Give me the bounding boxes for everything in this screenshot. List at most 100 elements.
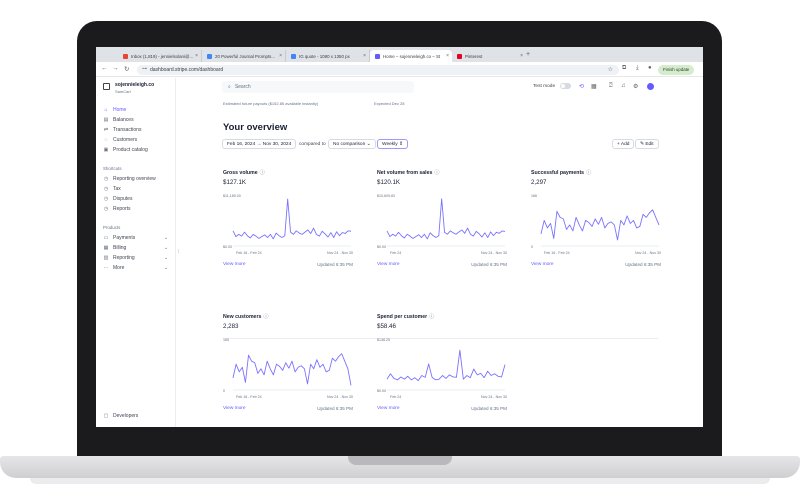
browser-tab-gmail[interactable]: Inbox (1,819) - jennielsolani@... × <box>118 50 202 62</box>
notifications-icon[interactable]: ♫ <box>621 83 626 89</box>
interval-select[interactable]: Weekly ⇕ <box>377 139 408 149</box>
back-icon[interactable]: ← <box>101 65 108 72</box>
info-icon: ⓘ <box>429 314 435 320</box>
comparison-select[interactable]: No comparison ⌄ <box>328 139 376 149</box>
apps-grid-icon[interactable]: ▦ <box>591 84 597 90</box>
card-y-min: 0 <box>531 245 533 249</box>
view-more-link[interactable]: View more <box>531 262 554 267</box>
new-tab-button[interactable]: + <box>526 51 531 58</box>
reload-icon[interactable]: ↻ <box>124 66 130 73</box>
edit-button[interactable]: ✎ Edit <box>635 139 659 149</box>
add-button[interactable]: + Add <box>612 139 635 149</box>
sidebar-item-label: Reports <box>113 206 131 212</box>
browser-tab-bar: Inbox (1,819) - jennielsolani@... × 20 Po… <box>96 47 703 62</box>
sidebar-item-home[interactable]: ⌂ Home <box>103 107 126 113</box>
card-title: New customers ⓘ <box>223 314 269 320</box>
sidebar-item-balances[interactable]: ▤ Balances <box>103 117 134 123</box>
view-more-link[interactable]: View more <box>223 262 246 267</box>
close-icon[interactable]: × <box>279 53 282 59</box>
card-x-start: Feb 16 - Feb 24 <box>236 251 262 255</box>
card-x-start: Feb 24 <box>390 251 402 255</box>
sidebar: sojennieleigh.co SamCart ⌂ Home ▤ Balances… <box>96 78 176 427</box>
address-bar[interactable]: ⊶ dashboard.stripe.com/dashboard ☆ <box>137 64 619 75</box>
sidebar-item-developers[interactable]: ▢ Developers <box>103 413 139 419</box>
test-mode-label: Test mode <box>533 84 556 89</box>
sidebar-item-reports[interactable]: ◷ Reports <box>103 206 131 212</box>
card-x-end: Nov 24 - Nov 30 <box>481 251 507 255</box>
card-y-min: $0.00 <box>377 389 386 393</box>
account-switcher[interactable]: sojennieleigh.co SamCart <box>103 82 154 94</box>
close-icon[interactable]: × <box>446 53 449 59</box>
more-icon: ··· <box>103 265 109 271</box>
sidebar-item-label: More <box>113 265 125 271</box>
developers-icon: ▢ <box>103 413 109 419</box>
metric-card-gross-volume: Gross volume ⓘ $127.1K $11,189.00 $0.00 F… <box>223 169 353 279</box>
compared-to-label: compared to <box>299 142 326 147</box>
sidebar-item-more[interactable]: ··· More <box>103 265 125 271</box>
card-y-max: $11,189.00 <box>223 194 241 198</box>
card-y-max: $10,609.83 <box>377 194 395 198</box>
sidebar-item-tax[interactable]: ◷ Tax <box>103 186 121 192</box>
sidebar-item-customers[interactable]: ◌ Customers <box>103 137 138 143</box>
browser-tab-journal[interactable]: 20 Powerful Journal Prompts... × <box>202 50 286 62</box>
sidebar-item-billing[interactable]: ▦ Billing <box>103 245 127 251</box>
tab-title: Home – sojennieleigh.co – St <box>383 53 441 59</box>
sidebar-collapse-handle[interactable]: ⁞ <box>178 249 180 255</box>
sidebar-item-payments[interactable]: ▭ Payments <box>103 235 136 241</box>
chevron-down-icon[interactable]: ⌄ <box>164 235 169 241</box>
create-button-icon[interactable] <box>647 83 654 90</box>
chart-series-line <box>232 198 352 240</box>
close-icon[interactable]: × <box>520 53 523 59</box>
search-icon: ⌕ <box>228 84 231 90</box>
sidebar-item-transactions[interactable]: ⇄ Transactions <box>103 127 142 133</box>
close-icon[interactable]: × <box>363 53 366 59</box>
gmail-icon <box>123 53 128 59</box>
sidebar-item-label: Tax <box>113 186 121 192</box>
info-icon: ⓘ <box>263 314 269 320</box>
sidebar-item-reporting[interactable]: ▥ Reporting <box>103 255 135 261</box>
profile-icon[interactable]: ● <box>648 65 652 71</box>
integration-icon[interactable]: ⟲ <box>579 84 585 90</box>
chart-series-line <box>386 198 506 240</box>
payments-icon: ▭ <box>103 235 109 241</box>
sidebar-item-label: Disputes <box>113 196 133 202</box>
browser-tab-stripe[interactable]: Home – sojennieleigh.co – St × <box>370 50 452 62</box>
sidebar-item-reporting-overview[interactable]: ◷ Reporting overview <box>103 176 156 182</box>
bookmark-star-icon[interactable]: ☆ <box>607 66 613 73</box>
sidebar-item-disputes[interactable]: ◷ Disputes <box>103 196 133 202</box>
settings-icon[interactable]: ⚙ <box>633 84 639 90</box>
page-title: Your overview <box>223 122 288 133</box>
search-input[interactable]: ⌕ Search <box>222 81 414 93</box>
chevron-down-icon[interactable]: ⌄ <box>164 245 169 251</box>
view-more-link[interactable]: View more <box>377 406 400 411</box>
laptop-base <box>0 456 800 478</box>
card-x-end: Nov 24 - Nov 30 <box>481 395 507 399</box>
reporting-icon: ▥ <box>103 255 109 261</box>
download-icon[interactable]: ⤓ <box>636 65 639 71</box>
chart-series-line <box>386 349 506 382</box>
date-range-picker[interactable]: Feb 16, 2024 → Nov 30, 2024 <box>222 139 297 149</box>
forward-icon[interactable]: → <box>112 65 119 72</box>
metric-card-spend-per-customer: Spend per customer ⓘ $58.46 $138.25 $0.00… <box>377 313 507 423</box>
chevron-down-icon[interactable]: ⌄ <box>164 265 169 271</box>
browser-tab-pinterest[interactable]: Pinterest × <box>452 50 526 62</box>
net-volume-chart <box>386 198 506 247</box>
section-divider <box>223 338 658 339</box>
help-icon[interactable]: ⍰ <box>609 83 613 89</box>
pinterest-icon <box>457 53 462 59</box>
extensions-icon[interactable]: ⧉ <box>622 65 627 71</box>
info-icon: ⓘ <box>586 170 592 176</box>
test-mode-toggle[interactable] <box>560 83 571 89</box>
updated-time: Updated 6:35 PM <box>471 262 507 267</box>
chevron-down-icon[interactable]: ⌄ <box>164 255 169 261</box>
view-more-link[interactable]: View more <box>377 262 400 267</box>
view-more-link[interactable]: View more <box>223 406 246 411</box>
card-value: $58.46 <box>377 323 396 330</box>
search-placeholder: Search <box>234 84 251 90</box>
sidebar-item-label: Balances <box>113 117 134 123</box>
sidebar-item-product-catalog[interactable]: ▣ Product catalog <box>103 147 148 153</box>
close-icon[interactable]: × <box>195 53 198 59</box>
finish-update-button[interactable]: Finish update <box>658 64 695 75</box>
site-info-icon[interactable]: ⊶ <box>142 65 147 72</box>
browser-tab-ig-quote[interactable]: IG quote - 1080 x 1350 px × <box>286 50 370 62</box>
